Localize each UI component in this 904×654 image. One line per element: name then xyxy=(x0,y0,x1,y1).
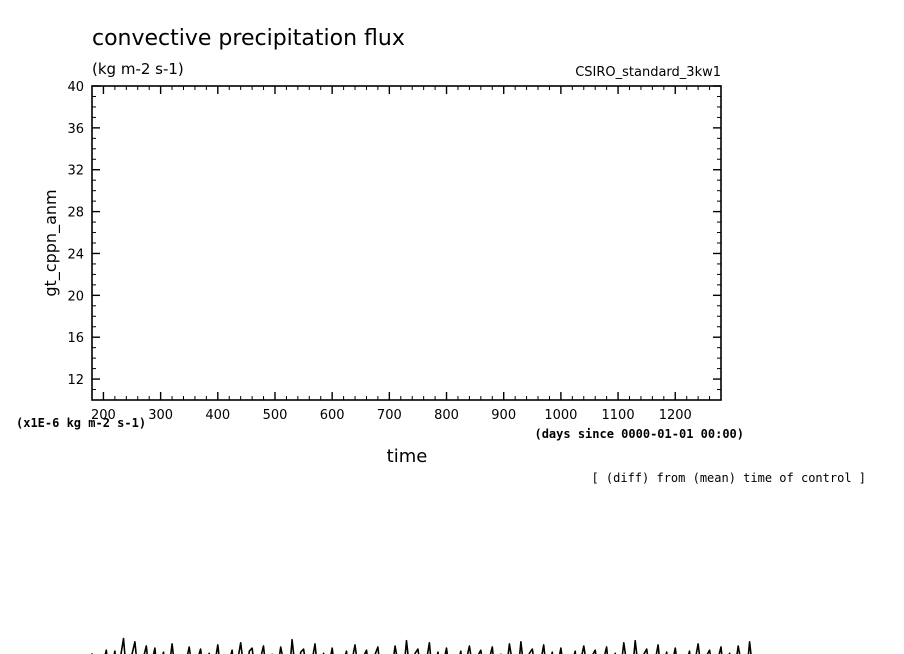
y-tick-label: 12 xyxy=(67,373,84,388)
x-tick-label: 900 xyxy=(491,408,516,423)
series-line xyxy=(91,637,752,654)
x-tick-label: 600 xyxy=(320,408,345,423)
y-tick-label: 20 xyxy=(67,289,84,304)
x-tick-label: 500 xyxy=(263,408,288,423)
x-axis-label: time xyxy=(387,446,428,467)
y-tick-label: 32 xyxy=(67,164,84,179)
x-tick-label: 1000 xyxy=(544,408,577,423)
y-scale-note: (x1E-6 kg m-2 s-1) xyxy=(16,416,146,430)
y-tick-label: 28 xyxy=(67,206,84,221)
x-axis: 200 300 400 500 600 700 800 900 1000 1100 1200 xyxy=(91,86,711,423)
x-tick-label: 1100 xyxy=(602,408,635,423)
plot-frame xyxy=(91,85,722,401)
chart-title: convective precipitation flux xyxy=(92,26,405,51)
y-tick-label: 16 xyxy=(67,331,84,346)
x-tick-label: 400 xyxy=(205,408,230,423)
y-axis: 12 16 20 24 28 32 36 40 xyxy=(67,80,721,391)
y-tick-label: 24 xyxy=(67,247,84,262)
model-name: CSIRO_standard_3kw1 xyxy=(575,65,721,80)
comparison-note: [ (diff) from (mean) time of control ] xyxy=(591,471,866,485)
x-tick-label: 1200 xyxy=(659,408,692,423)
y-tick-label: 36 xyxy=(67,122,84,137)
x-tick-label: 700 xyxy=(377,408,402,423)
y-tick-label: 40 xyxy=(67,80,84,95)
y-axis-label: gt_cppn_anm xyxy=(41,189,61,296)
x-tick-label: 800 xyxy=(434,408,459,423)
x-tick-label: 300 xyxy=(148,408,173,423)
x-units-note: (days since 0000-01-01 00:00) xyxy=(534,427,744,441)
chart-units: (kg m-2 s-1) xyxy=(92,60,184,78)
series-layer xyxy=(91,637,752,654)
x-tick-label: 200 xyxy=(91,408,116,423)
